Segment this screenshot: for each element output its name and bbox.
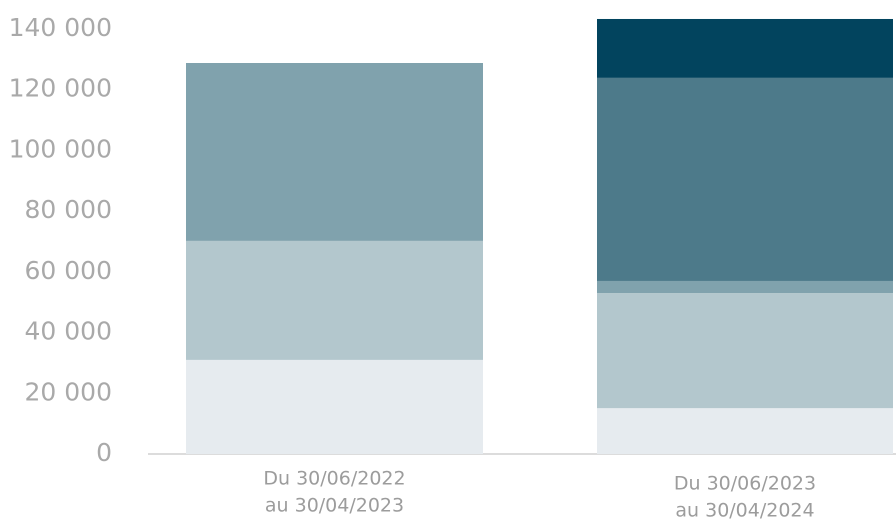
x-tick-label: au 30/04/2024: [675, 500, 814, 519]
x-tick-label: Du 30/06/2023: [674, 473, 816, 495]
bar-segment: [186, 63, 483, 241]
y-tick-label: 40 000: [25, 317, 112, 346]
y-tick-label: 0: [96, 438, 112, 467]
bar-segment: [597, 18, 893, 78]
bar-segment: [186, 359, 483, 454]
bar-segment: [186, 240, 483, 360]
y-tick-label: 100 000: [9, 134, 112, 163]
y-tick-label: 120 000: [9, 74, 112, 103]
y-tick-label: 20 000: [25, 377, 112, 406]
x-tick-label: au 30/04/2023: [265, 495, 404, 517]
y-tick-label: 80 000: [25, 195, 112, 224]
y-tick-label: 140 000: [9, 13, 112, 42]
y-tick-label: 60 000: [25, 256, 112, 285]
x-tick-label: Du 30/06/2022: [263, 468, 405, 490]
bar-segment: [597, 77, 893, 281]
bar-segment: [597, 408, 893, 454]
bar-segment: [597, 280, 893, 294]
bar-segment: [597, 293, 893, 409]
